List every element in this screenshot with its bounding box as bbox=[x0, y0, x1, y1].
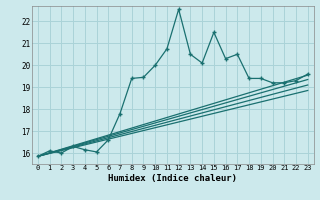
X-axis label: Humidex (Indice chaleur): Humidex (Indice chaleur) bbox=[108, 174, 237, 183]
